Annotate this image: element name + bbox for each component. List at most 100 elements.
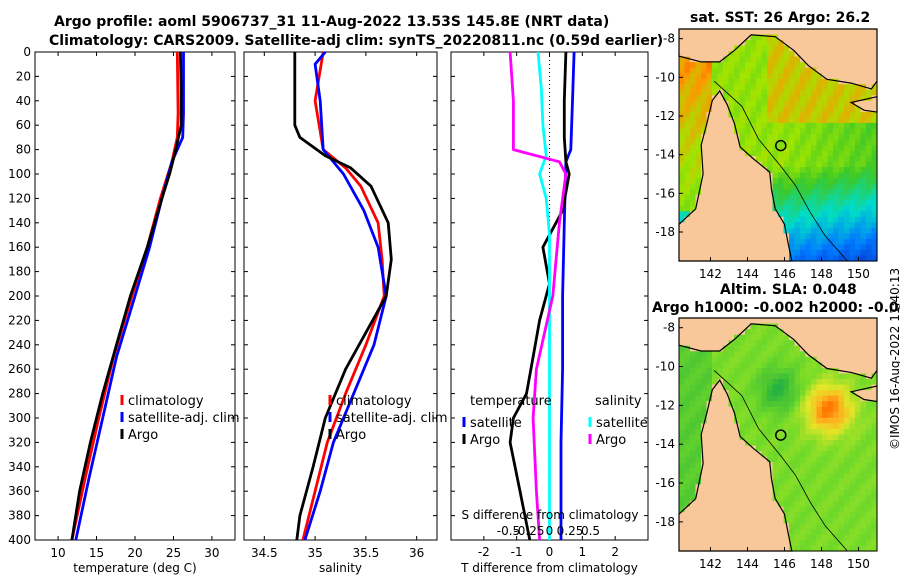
map-cell: [805, 478, 812, 486]
map-cell: [855, 183, 862, 190]
map-cell: [706, 423, 713, 430]
map-cell: [822, 390, 829, 397]
map-cell: [756, 412, 763, 419]
map-cell: [794, 238, 801, 246]
map-cell: [745, 423, 752, 430]
argo-position-marker: [775, 139, 787, 152]
map-cell: [827, 150, 834, 157]
map-cell: [811, 183, 818, 190]
map-cell: [838, 340, 845, 347]
map-cell: [816, 351, 823, 358]
map-cell: [761, 323, 768, 330]
map-cell: [860, 329, 867, 336]
map-cell: [750, 467, 757, 474]
map-cell: [767, 478, 774, 486]
map-cell: [783, 117, 790, 124]
map-cell: [805, 145, 812, 152]
map-cell: [728, 362, 735, 369]
map-cell: [734, 384, 741, 391]
map-cell: [706, 95, 713, 102]
map-cell: [701, 34, 708, 41]
map-cell: [739, 428, 746, 436]
map-cell: [827, 89, 834, 96]
map-cell: [690, 89, 697, 96]
map-cell: [811, 489, 818, 497]
map-cell: [811, 211, 818, 218]
map-cell: [712, 512, 719, 519]
map-cell: [750, 428, 757, 436]
map-cell: [800, 227, 807, 234]
map-cell: [712, 440, 719, 447]
map-cell: [811, 178, 818, 185]
map-cell: [712, 29, 719, 36]
map-cell: [701, 523, 708, 530]
map-cell: [800, 62, 807, 69]
map-cell: [772, 456, 779, 463]
map-cell: [701, 189, 708, 196]
map-cell: [789, 84, 796, 91]
map-cell: [866, 172, 873, 179]
map-cell: [783, 139, 790, 146]
map-cell: [750, 395, 757, 402]
map-cell: [789, 211, 796, 218]
map-cell: [750, 323, 757, 330]
map-cell: [849, 249, 856, 257]
y-tick-label: 140: [8, 216, 31, 230]
map-cell: [866, 29, 873, 36]
map-cell: [871, 106, 878, 113]
map-cell: [706, 462, 713, 469]
map-cell: [772, 62, 779, 69]
map-cell: [800, 539, 807, 547]
map-cell: [794, 106, 801, 113]
map-cell: [679, 106, 686, 113]
map-cell: [767, 51, 774, 58]
map-cell: [844, 412, 851, 419]
map-cell: [822, 323, 829, 330]
map-cell: [822, 200, 829, 207]
map-cell: [684, 390, 691, 397]
map-cell: [838, 390, 845, 397]
map-cell: [756, 362, 763, 369]
map-cell: [690, 100, 697, 107]
map-cell: [783, 367, 790, 375]
map-cell: [811, 534, 818, 541]
map-cell: [822, 128, 829, 135]
map-cell: [695, 473, 702, 480]
map-cell: [800, 373, 807, 380]
map-cell: [805, 255, 812, 262]
map-cell: [778, 139, 785, 146]
map-cell: [866, 89, 873, 96]
map-cell: [767, 456, 774, 463]
map-cell: [849, 95, 856, 102]
map-cell: [739, 318, 746, 325]
map-cell: [783, 534, 790, 541]
map-cell: [827, 249, 834, 257]
map-cell: [712, 183, 719, 190]
map-cell: [871, 456, 878, 463]
map-cell: [767, 451, 774, 458]
map-cell: [717, 145, 724, 152]
map-cell: [701, 445, 708, 452]
map-cell: [723, 40, 730, 47]
map-cell: [783, 122, 790, 130]
map-cell: [679, 329, 686, 336]
sst-map-panel: 142 144 146 148 150-8-10-12-14-16-18: [655, 28, 878, 281]
map-cell: [717, 512, 724, 519]
map-cell: [783, 395, 790, 402]
map-cell: [778, 340, 785, 347]
map-cell: [712, 379, 719, 386]
map-cell: [723, 100, 730, 107]
map-cell: [739, 484, 746, 491]
map-cell: [734, 95, 741, 102]
map-cell: [728, 406, 735, 413]
map-cell: [739, 528, 746, 535]
map-cell: [822, 150, 829, 157]
map-cell: [844, 67, 851, 74]
map-cell: [756, 423, 763, 430]
map-cell: [833, 51, 840, 58]
map-cell: [728, 484, 735, 491]
map-cell: [761, 183, 768, 190]
map-cell: [805, 216, 812, 223]
map-cell: [701, 249, 708, 257]
map-cell: [772, 233, 779, 240]
